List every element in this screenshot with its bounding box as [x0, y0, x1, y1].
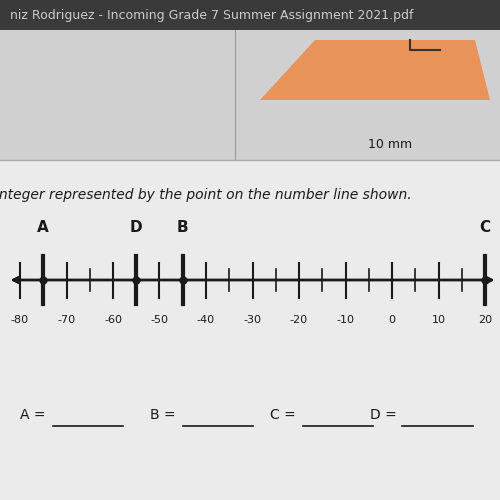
Text: 20: 20: [478, 315, 492, 325]
Text: -10: -10: [336, 315, 354, 325]
Text: -60: -60: [104, 315, 122, 325]
Text: -40: -40: [197, 315, 215, 325]
Bar: [0, 160, 500, 500]
Text: C =: C =: [270, 408, 296, 422]
Text: D =: D =: [370, 408, 397, 422]
Text: B: B: [177, 220, 188, 235]
Text: -70: -70: [58, 315, 76, 325]
Bar: [0, 0, 500, 30]
Text: 0: 0: [388, 315, 396, 325]
Text: -20: -20: [290, 315, 308, 325]
Text: A: A: [38, 220, 49, 235]
Text: 10: 10: [432, 315, 446, 325]
Text: D: D: [130, 220, 142, 235]
Text: B =: B =: [150, 408, 176, 422]
Polygon shape: [260, 40, 490, 100]
Text: -80: -80: [11, 315, 29, 325]
Text: C: C: [480, 220, 490, 235]
Text: A =: A =: [20, 408, 46, 422]
Text: niz Rodriguez - Incoming Grade 7 Summer Assignment 2021.pdf: niz Rodriguez - Incoming Grade 7 Summer …: [10, 8, 413, 22]
Text: 10 mm: 10 mm: [368, 138, 412, 151]
Text: -30: -30: [244, 315, 262, 325]
Bar: [0, 30, 500, 160]
Text: -50: -50: [150, 315, 168, 325]
Text: integer represented by the point on the number line shown.: integer represented by the point on the …: [0, 188, 412, 202]
